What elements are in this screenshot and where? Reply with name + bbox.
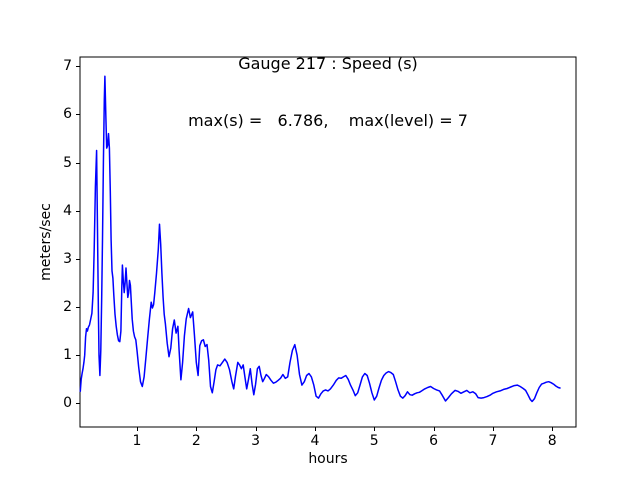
chart-title-line2: max(s) = 6.786, max(level) = 7 — [188, 111, 468, 130]
tick-marks — [76, 66, 553, 431]
x-tick-label: 4 — [310, 433, 320, 449]
y-tick-label: 4 — [63, 202, 72, 219]
y-tick-label: 0 — [63, 395, 72, 412]
y-axis-label: meters/sec — [38, 203, 54, 281]
x-axis-label: hours — [308, 451, 348, 467]
y-tick-label: 6 — [63, 106, 72, 123]
axes-border — [79, 56, 577, 428]
x-tick-label: 2 — [191, 433, 201, 449]
y-tick-label: 3 — [63, 250, 72, 267]
x-tick-label: 5 — [369, 433, 379, 449]
x-tick-label: 8 — [547, 433, 557, 449]
speed-series-line — [79, 75, 561, 403]
y-tick-label: 7 — [63, 58, 72, 75]
x-tick-label: 6 — [429, 433, 439, 449]
y-tick-label: 5 — [63, 154, 72, 171]
chart-title: Gauge 217 : Speed (s) max(s) = 6.786, ma… — [80, 16, 576, 168]
x-tick-label: 3 — [251, 433, 261, 449]
chart-title-line1: Gauge 217 : Speed (s) — [238, 54, 418, 73]
y-tick-label: 1 — [63, 347, 72, 364]
x-tick-label: 1 — [132, 433, 142, 449]
x-tick-label: 7 — [488, 433, 498, 449]
y-tick-label: 2 — [63, 299, 72, 316]
